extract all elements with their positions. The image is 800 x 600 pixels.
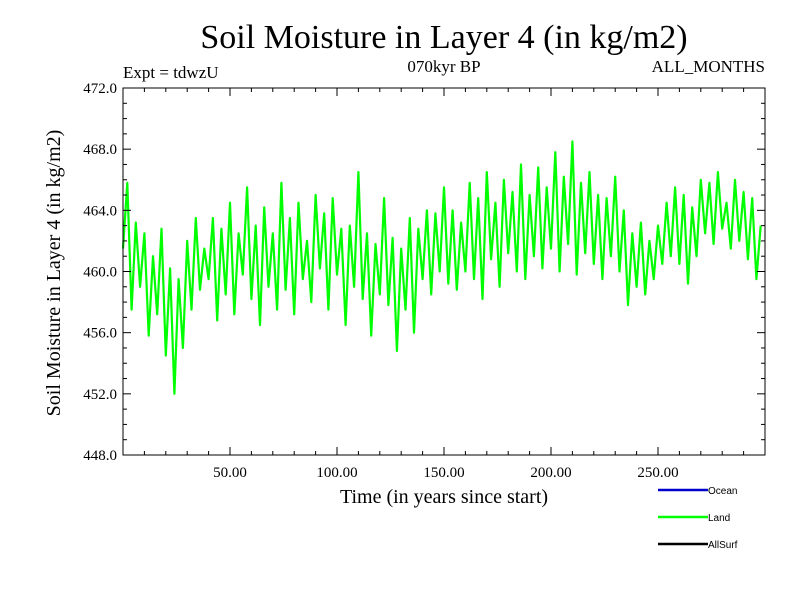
experiment-label: Expt = tdwzU	[123, 63, 219, 82]
x-tick-label: 150.00	[423, 465, 464, 481]
ticks: 50.00 100.00 150.00 200.00 250.00 448.0 452.0 4…	[83, 81, 765, 481]
x-tick-label: 100.00	[316, 465, 357, 481]
series-line-land	[121, 140, 762, 395]
plot-frame	[122, 87, 766, 456]
y-tick-label: 456.0	[83, 326, 117, 342]
y-tick-label: 460.0	[83, 265, 117, 281]
x-tick-label: 200.00	[530, 465, 571, 481]
legend-label-land: Land	[708, 513, 730, 524]
y-tick-label: 448.0	[83, 448, 117, 464]
y-tick-label: 472.0	[83, 81, 117, 97]
legend-label-allsurf: AllSurf	[708, 540, 738, 551]
x-axis-label: Time (in years since start)	[340, 486, 548, 508]
months-label: ALL_MONTHS	[652, 57, 765, 76]
y-tick-label: 452.0	[83, 387, 117, 403]
legend: Ocean Land AllSurf	[658, 486, 738, 551]
chart-title: Soil Moisture in Layer 4 (in kg/m2)	[200, 19, 687, 56]
x-tick-label: 250.00	[637, 465, 678, 481]
y-axis-label: Soil Moisture in Layer 4 (in kg/m2)	[43, 130, 65, 417]
x-tick-label: 50.00	[213, 465, 247, 481]
y-tick-label: 468.0	[83, 142, 117, 158]
series-layer	[121, 140, 762, 395]
period-label: 070kyr BP	[407, 57, 480, 76]
y-tick-label: 464.0	[83, 203, 117, 219]
legend-label-ocean: Ocean	[708, 486, 737, 497]
